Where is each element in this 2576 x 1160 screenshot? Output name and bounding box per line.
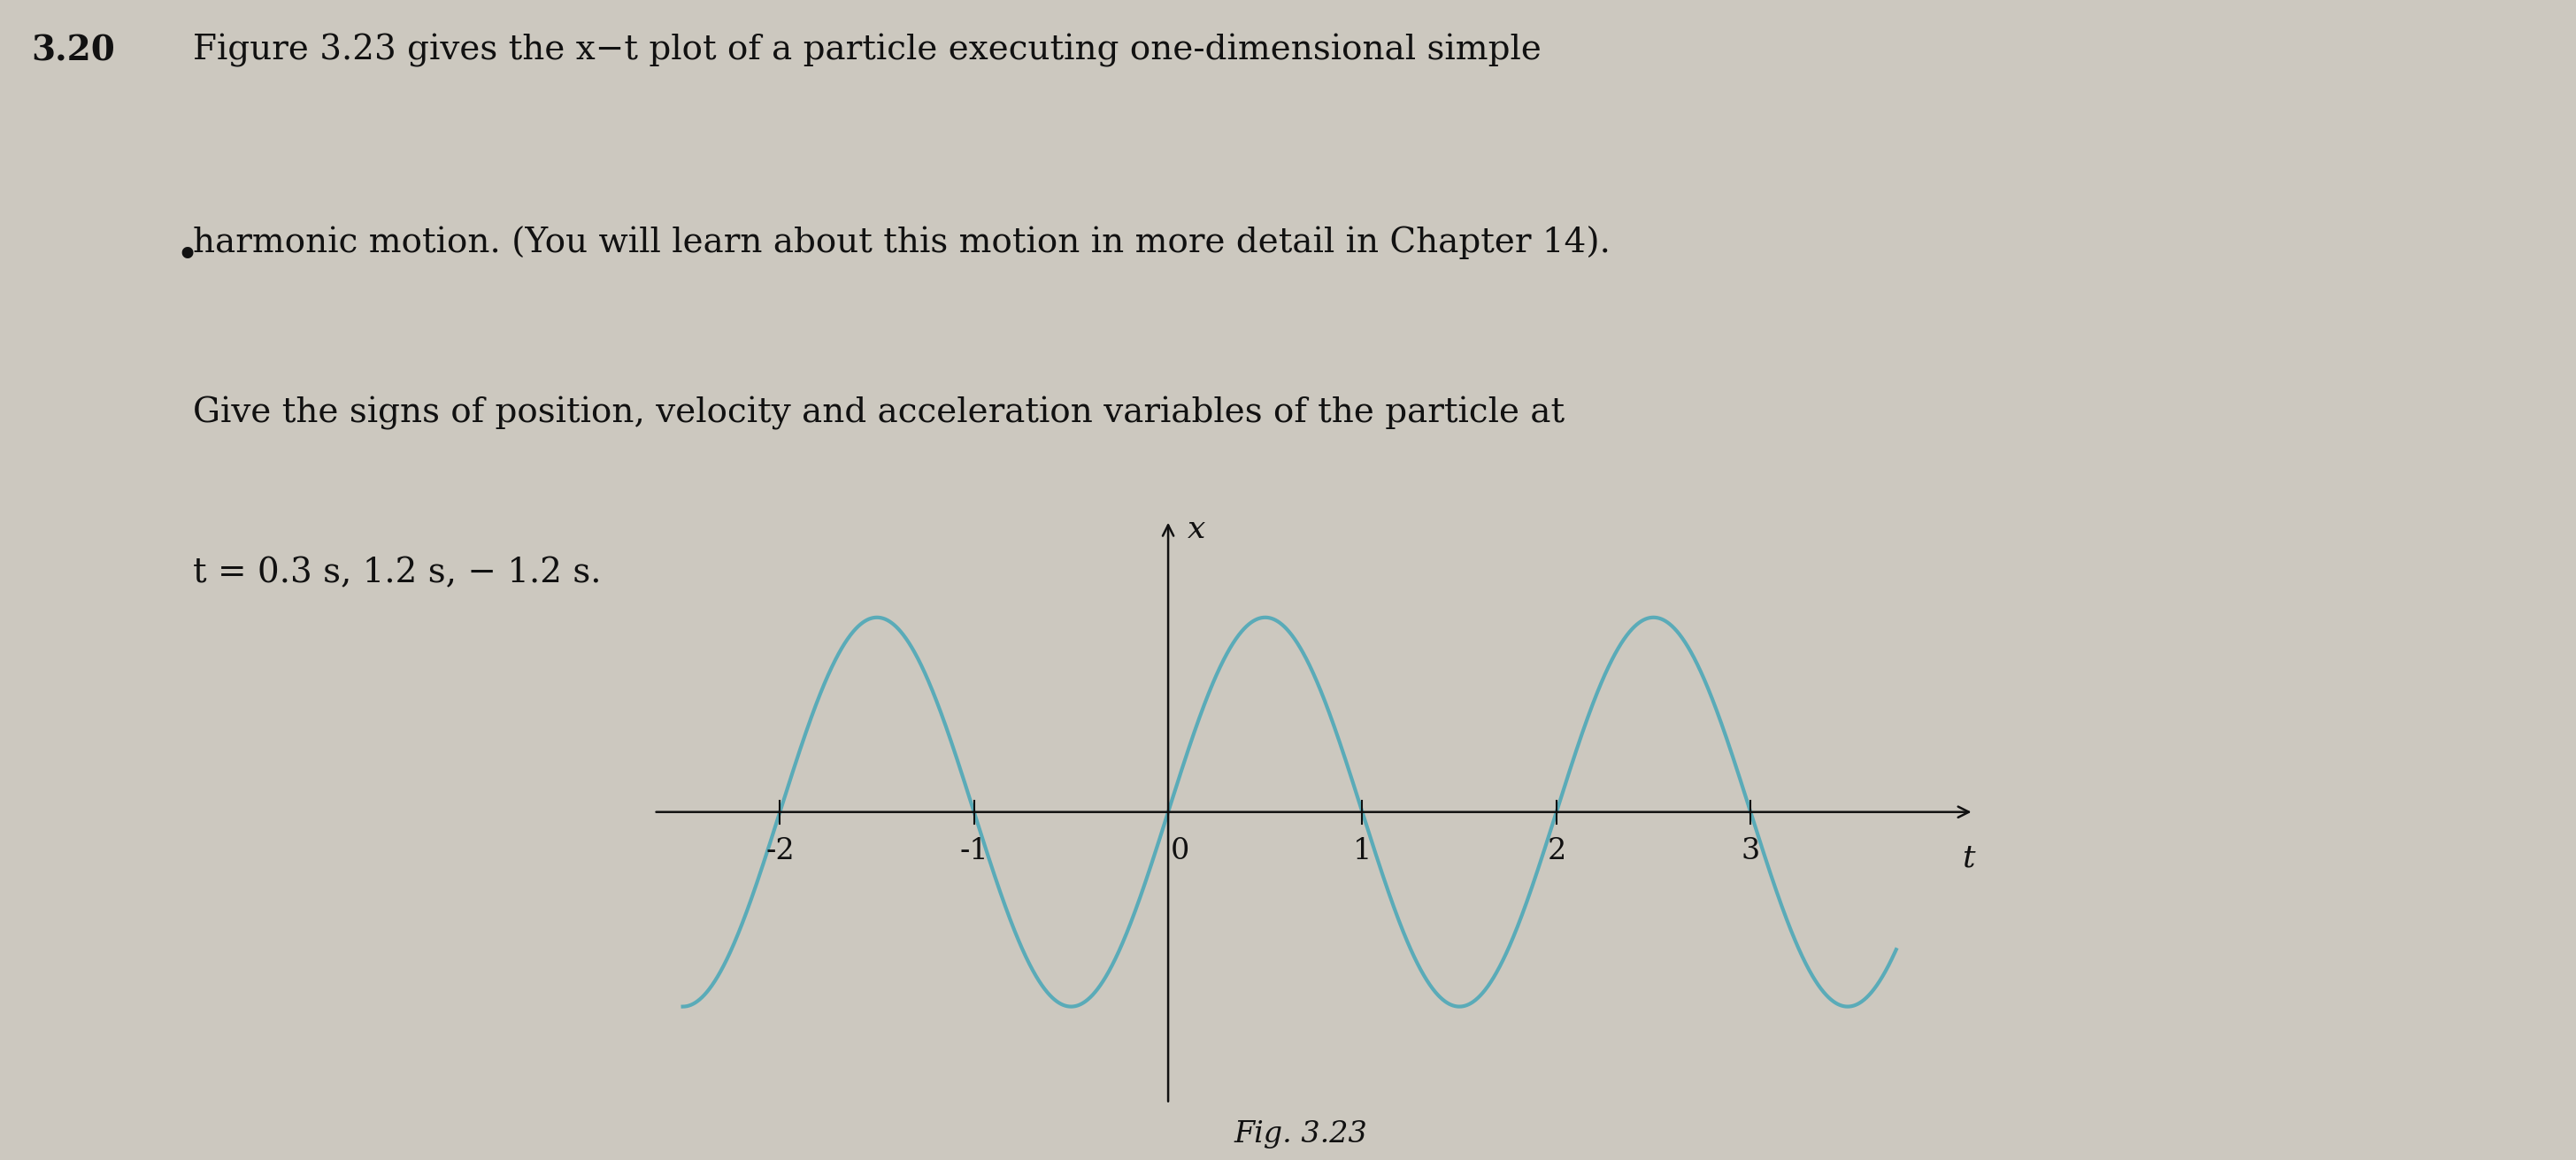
Text: 2: 2 [1548, 838, 1566, 865]
Text: 0: 0 [1170, 838, 1190, 865]
Text: Fig. 3.23: Fig. 3.23 [1234, 1121, 1368, 1148]
Text: 1: 1 [1352, 838, 1370, 865]
Text: -2: -2 [765, 838, 793, 865]
Text: t: t [1960, 843, 1973, 873]
Text: -1: -1 [961, 838, 989, 865]
Text: 3.20: 3.20 [31, 34, 116, 67]
Text: 3: 3 [1741, 838, 1759, 865]
Text: t = 0.3 s, 1.2 s, − 1.2 s.: t = 0.3 s, 1.2 s, − 1.2 s. [193, 557, 603, 589]
Text: x: x [1188, 514, 1206, 544]
Text: Figure 3.23 gives the x−t plot of a particle executing one-dimensional simple: Figure 3.23 gives the x−t plot of a part… [193, 34, 1540, 67]
Text: •: • [175, 237, 198, 275]
Text: Give the signs of position, velocity and acceleration variables of the particle : Give the signs of position, velocity and… [193, 397, 1566, 430]
Text: harmonic motion. (You will learn about this motion in more detail in Chapter 14): harmonic motion. (You will learn about t… [193, 226, 1610, 260]
